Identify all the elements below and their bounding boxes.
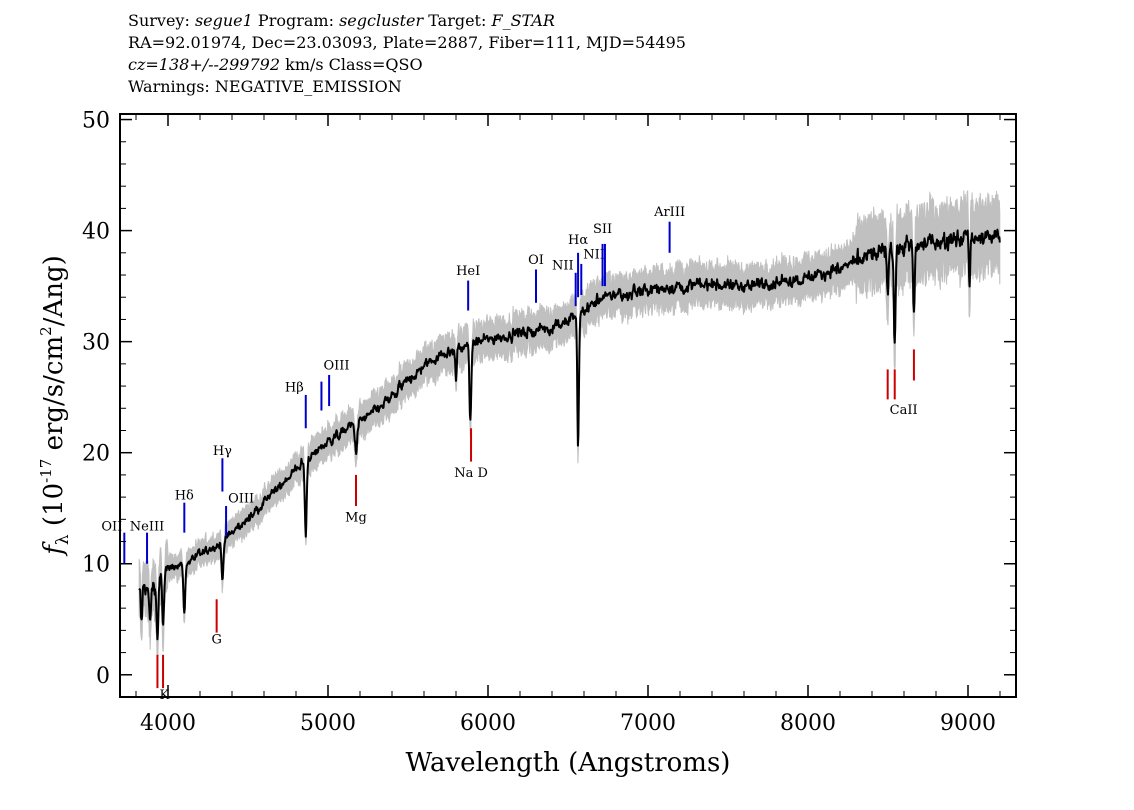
emission-line-label: OIII [228,492,254,507]
emission-line-label: NeIII [130,519,164,534]
emission-line-label: Hβ [285,381,304,396]
emission-line-label: NII [583,247,605,262]
emission-line-label: SII [593,222,612,237]
survey-value: segue1 [194,11,253,30]
emission-line-label: HeI [456,264,480,279]
program-label: Program: [257,11,334,30]
x-axis-title: Wavelength (Angstroms) [406,748,731,778]
absorption-line-label: CaII [890,403,918,418]
velocity-class: km/s Class=QSO [280,55,423,74]
emission-line-label: Hγ [213,444,232,459]
x-tick-label: 8000 [780,711,836,736]
flux-line-path [138,228,1001,641]
y-tick-label: 50 [82,109,110,134]
target-label: Target: [428,11,487,30]
flux-series [138,228,1001,641]
emission-line-label: Hδ [175,488,194,503]
redshift-value: cz=138+/--299792 [128,55,281,74]
spectrum-header: Survey: segue1 Program: segcluster Targe… [128,10,686,98]
y-tick-label: 20 [82,442,110,467]
emission-line-label: NII [552,258,574,273]
x-tick-label: 5000 [300,711,356,736]
program-value: segcluster [339,11,424,30]
header-line-3: cz=138+/--299792 km/s Class=QSO [128,54,686,76]
emission-line-label: Hα [568,233,588,248]
error-band-area [138,190,1001,657]
x-axis: 4000 5000 6000 7000 8000 9000 [135,114,1001,736]
target-value: F_STAR [491,11,555,30]
emission-line-label: ArIII [653,205,685,220]
header-line-2: RA=92.01974, Dec=23.03093, Plate=2887, F… [128,33,686,52]
absorption-line-label: Na D [454,466,488,481]
y-axis: 0 10 20 30 40 50 [82,109,1016,689]
y-tick-label: 0 [96,664,110,689]
absorption-line-label: K [159,688,169,703]
y-axis-title: fλ (10-17 erg/s/cm2/Ang) [37,255,73,557]
y-tick-label: 10 [82,553,110,578]
x-tick-label: 9000 [940,711,996,736]
emission-line-label: OI [528,253,544,268]
header-line-1: Survey: segue1 Program: segcluster Targe… [128,10,686,32]
absorption-line-label: Mg [345,511,367,526]
y-tick-label: 40 [82,220,110,245]
emission-line-label: OII [101,519,122,534]
header-line-4: Warnings: NEGATIVE_EMISSION [128,77,402,96]
absorption-line-label: G [211,633,221,648]
x-tick-label: 7000 [620,711,676,736]
emission-line-label: OIII [323,358,349,373]
error-band [138,190,1001,657]
y-tick-label: 30 [82,331,110,356]
plot-frame [119,113,1017,698]
survey-label: Survey: [128,11,190,30]
x-tick-label: 6000 [460,711,516,736]
x-tick-label: 4000 [140,711,196,736]
